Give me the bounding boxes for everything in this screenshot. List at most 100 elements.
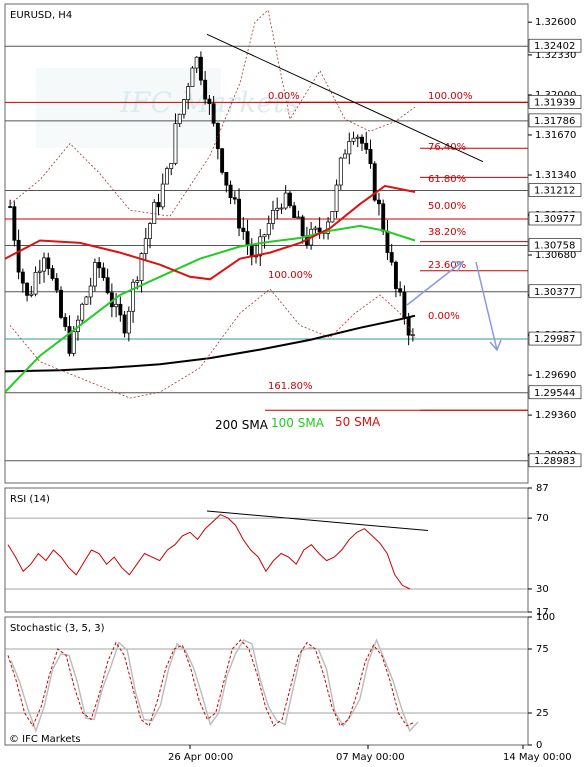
candle-body bbox=[385, 230, 390, 253]
candle-body bbox=[262, 234, 267, 238]
price-tick-label: 1.31670 bbox=[535, 130, 576, 141]
candle-body bbox=[160, 183, 165, 208]
candle-body bbox=[152, 202, 157, 224]
candle-body bbox=[279, 207, 284, 210]
fib-label: 0.00% bbox=[428, 311, 460, 322]
candle-body bbox=[377, 199, 381, 205]
fib-label: 100.00% bbox=[428, 91, 473, 102]
candle-body bbox=[50, 268, 55, 279]
candle-body bbox=[334, 184, 339, 212]
candle-body bbox=[54, 278, 59, 291]
price-tag-box bbox=[528, 453, 582, 468]
candle-body bbox=[25, 282, 30, 296]
rsi-tick-label: 30 bbox=[536, 584, 549, 595]
candle-body bbox=[317, 227, 322, 233]
rsi-title: RSI (14) bbox=[10, 494, 50, 505]
candle-body bbox=[402, 291, 407, 319]
candle-body bbox=[360, 136, 364, 144]
candle-body bbox=[181, 99, 186, 115]
candle-body bbox=[220, 148, 225, 173]
legend-200-sma: 200 SMA bbox=[215, 418, 269, 432]
candle-body bbox=[80, 303, 85, 321]
candle-body bbox=[330, 211, 335, 223]
candle-body bbox=[20, 271, 25, 284]
candle-body bbox=[29, 293, 34, 296]
candle-body bbox=[287, 192, 292, 207]
price-tag-label: 1.31939 bbox=[534, 97, 575, 108]
rsi-line bbox=[7, 514, 411, 590]
candle-body bbox=[173, 123, 178, 164]
price-tick-label: 1.32330 bbox=[535, 50, 576, 61]
price-tag-box bbox=[528, 95, 582, 109]
sma-100-line bbox=[4, 224, 416, 393]
candle-body bbox=[343, 153, 347, 159]
candle-body bbox=[156, 202, 161, 208]
candle-body bbox=[67, 326, 72, 354]
candle-body bbox=[406, 317, 411, 336]
candle-body bbox=[228, 184, 233, 198]
candle-body bbox=[347, 141, 352, 155]
projection-arrow-down-head bbox=[489, 339, 502, 352]
candle-body bbox=[249, 243, 254, 258]
candle-body bbox=[258, 236, 263, 257]
x-tick-07-may: 07 May 00:00 bbox=[336, 752, 405, 763]
candle-body bbox=[398, 288, 403, 293]
rsi-trendline bbox=[206, 510, 429, 532]
projection-arrow-down bbox=[475, 261, 498, 351]
candle-body bbox=[393, 261, 398, 289]
price-tick-label: 1.31340 bbox=[535, 170, 576, 181]
legend-50-sma: 50 SMA bbox=[335, 415, 381, 429]
candle-body bbox=[198, 56, 203, 81]
price-tag-label: 1.30977 bbox=[534, 214, 575, 225]
candle-body bbox=[368, 149, 373, 165]
rsi-panel bbox=[4, 487, 529, 613]
x-tick-14-may: 14 May 00:00 bbox=[503, 752, 572, 763]
x-tick-26-apr: 26 Apr 00:00 bbox=[168, 752, 233, 763]
trendline bbox=[206, 33, 484, 163]
candle-body bbox=[139, 253, 144, 281]
candle-body bbox=[381, 203, 386, 232]
sma-200-line bbox=[4, 314, 416, 373]
price-tag-label: 1.31786 bbox=[534, 116, 575, 127]
candle-body bbox=[203, 79, 208, 100]
price-tag-box bbox=[528, 284, 582, 299]
candle-body bbox=[59, 289, 63, 318]
projection-arrow-up-head bbox=[452, 261, 464, 272]
candle-body bbox=[389, 252, 394, 263]
candle-body bbox=[105, 277, 110, 294]
copyright-text: © IFC Markets bbox=[9, 734, 81, 745]
price-tick-label: 1.30680 bbox=[535, 250, 576, 261]
candle-body bbox=[16, 239, 21, 273]
candle-body bbox=[177, 113, 182, 125]
candle-body bbox=[135, 280, 140, 283]
rsi-tick-label: 87 bbox=[536, 483, 549, 494]
candle-body bbox=[88, 285, 93, 298]
fib-label: 76.40% bbox=[428, 142, 466, 153]
stoch-tick-label: 0 bbox=[536, 740, 542, 751]
candle-body bbox=[207, 98, 212, 105]
price-tag-box bbox=[528, 211, 582, 226]
candle-body bbox=[126, 310, 131, 334]
price-tag-box bbox=[528, 38, 582, 53]
fib-label: 50.00% bbox=[428, 201, 466, 212]
candle-body bbox=[131, 281, 136, 312]
candle-body bbox=[190, 67, 195, 87]
rsi-tick-label: 17 bbox=[536, 607, 549, 618]
candle-body bbox=[232, 197, 237, 200]
candle-body bbox=[292, 205, 297, 218]
price-tag-label: 1.29544 bbox=[534, 388, 575, 399]
candle-body bbox=[211, 103, 216, 124]
bollinger-lower bbox=[9, 288, 416, 399]
candle-body bbox=[296, 216, 301, 219]
candle-body bbox=[266, 223, 271, 236]
bollinger-upper bbox=[9, 9, 416, 217]
stochastic-d-line bbox=[7, 639, 416, 727]
candle-body bbox=[271, 210, 275, 224]
price-tag-label: 1.28983 bbox=[534, 456, 575, 467]
projection-arrow-up bbox=[406, 261, 463, 306]
legend-100-sma: 100 SMA bbox=[271, 416, 325, 430]
candle-body bbox=[300, 216, 305, 237]
price-tick-label: 1.29690 bbox=[535, 370, 576, 381]
candle-body bbox=[37, 270, 42, 273]
candle-body bbox=[283, 192, 288, 209]
